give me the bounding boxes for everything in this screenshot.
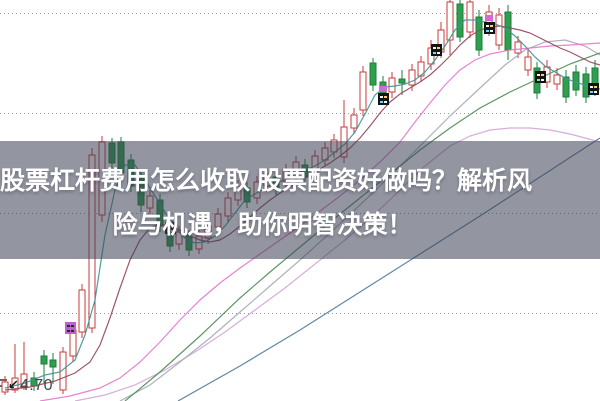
candle-up — [78, 284, 86, 338]
candle-down — [398, 70, 406, 95]
candle-up — [495, 8, 503, 50]
candle-down — [369, 58, 377, 91]
price-axis-label: ↙ 4.70 — [8, 376, 53, 396]
candle-up — [553, 68, 561, 90]
price-value: 4.70 — [19, 377, 54, 394]
candle-down — [456, 0, 464, 42]
signal-marker — [65, 322, 76, 334]
price-marker-icon: ↙ — [8, 377, 19, 392]
candle-up — [417, 56, 425, 82]
signal-marker — [588, 83, 599, 95]
candle-up — [11, 344, 19, 393]
signal-marker — [431, 44, 442, 56]
candle-up — [59, 347, 67, 394]
headline-line-1: 股票杠杆费用怎么收取 股票配资好做吗？解析风 — [0, 166, 532, 195]
headline-overlay: 股票杠杆费用怎么收取 股票配资好做吗？解析风 险与机遇，助你明智决策！ — [0, 141, 600, 259]
candle-down — [572, 65, 580, 96]
candle-up — [466, 0, 474, 38]
candle-up — [446, 0, 454, 55]
candle-down — [40, 350, 48, 383]
signal-marker — [535, 71, 546, 83]
signal-marker — [378, 86, 389, 105]
signal-marker — [484, 15, 495, 34]
candle-down — [475, 10, 483, 56]
headline-line-2: 险与机遇，助你明智决策！ — [112, 210, 413, 239]
candle-up — [350, 108, 358, 134]
candle-up — [524, 50, 532, 76]
candle-up — [20, 342, 28, 390]
candle-down — [562, 70, 570, 103]
candle-up — [388, 72, 396, 98]
candle-up — [359, 66, 367, 116]
candle-down — [49, 353, 57, 384]
